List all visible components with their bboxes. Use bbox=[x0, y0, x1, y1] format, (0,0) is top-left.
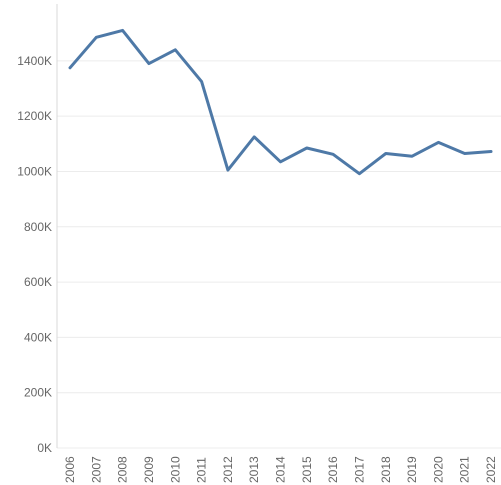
x-tick-label: 2006 bbox=[63, 456, 77, 483]
x-tick-label: 2010 bbox=[168, 456, 182, 483]
x-tick-label: 2021 bbox=[458, 456, 472, 483]
x-tick-label: 2014 bbox=[274, 456, 288, 483]
x-tick-label: 2008 bbox=[116, 456, 130, 483]
y-tick-label: 600K bbox=[24, 275, 52, 289]
y-tick-label: 200K bbox=[24, 386, 52, 400]
x-tick-label: 2020 bbox=[431, 456, 445, 483]
x-tick-label: 2019 bbox=[405, 456, 419, 483]
gridlines bbox=[57, 60, 501, 449]
y-axis-tick-labels: 0K 200K 400K 600K 800K 1000K 1200K 1400K bbox=[17, 54, 52, 455]
x-tick-label: 2022 bbox=[484, 456, 498, 483]
x-tick-label: 2015 bbox=[300, 456, 314, 483]
x-tick-label: 2007 bbox=[89, 456, 103, 483]
x-tick-label: 2016 bbox=[326, 456, 340, 483]
series-group bbox=[68, 28, 493, 176]
x-tick-label: 2017 bbox=[352, 456, 366, 483]
y-tick-label: 1400K bbox=[17, 54, 52, 68]
x-tick-label: 2012 bbox=[221, 456, 235, 483]
x-tick-label: 2013 bbox=[247, 456, 261, 483]
x-tick-label: 2009 bbox=[142, 456, 156, 483]
x-tick-label: 2018 bbox=[379, 456, 393, 483]
y-tick-label: 1200K bbox=[17, 109, 52, 123]
x-axis-tick-labels: 2006 2007 2008 2009 2010 2011 2012 2013 2014 2015… bbox=[63, 456, 498, 483]
y-tick-label: 0K bbox=[37, 441, 52, 455]
y-tick-label: 1000K bbox=[17, 164, 52, 178]
series-line bbox=[68, 28, 493, 176]
x-tick-label: 2011 bbox=[195, 457, 209, 483]
y-tick-label: 400K bbox=[24, 330, 52, 344]
y-tick-label: 800K bbox=[24, 220, 52, 234]
